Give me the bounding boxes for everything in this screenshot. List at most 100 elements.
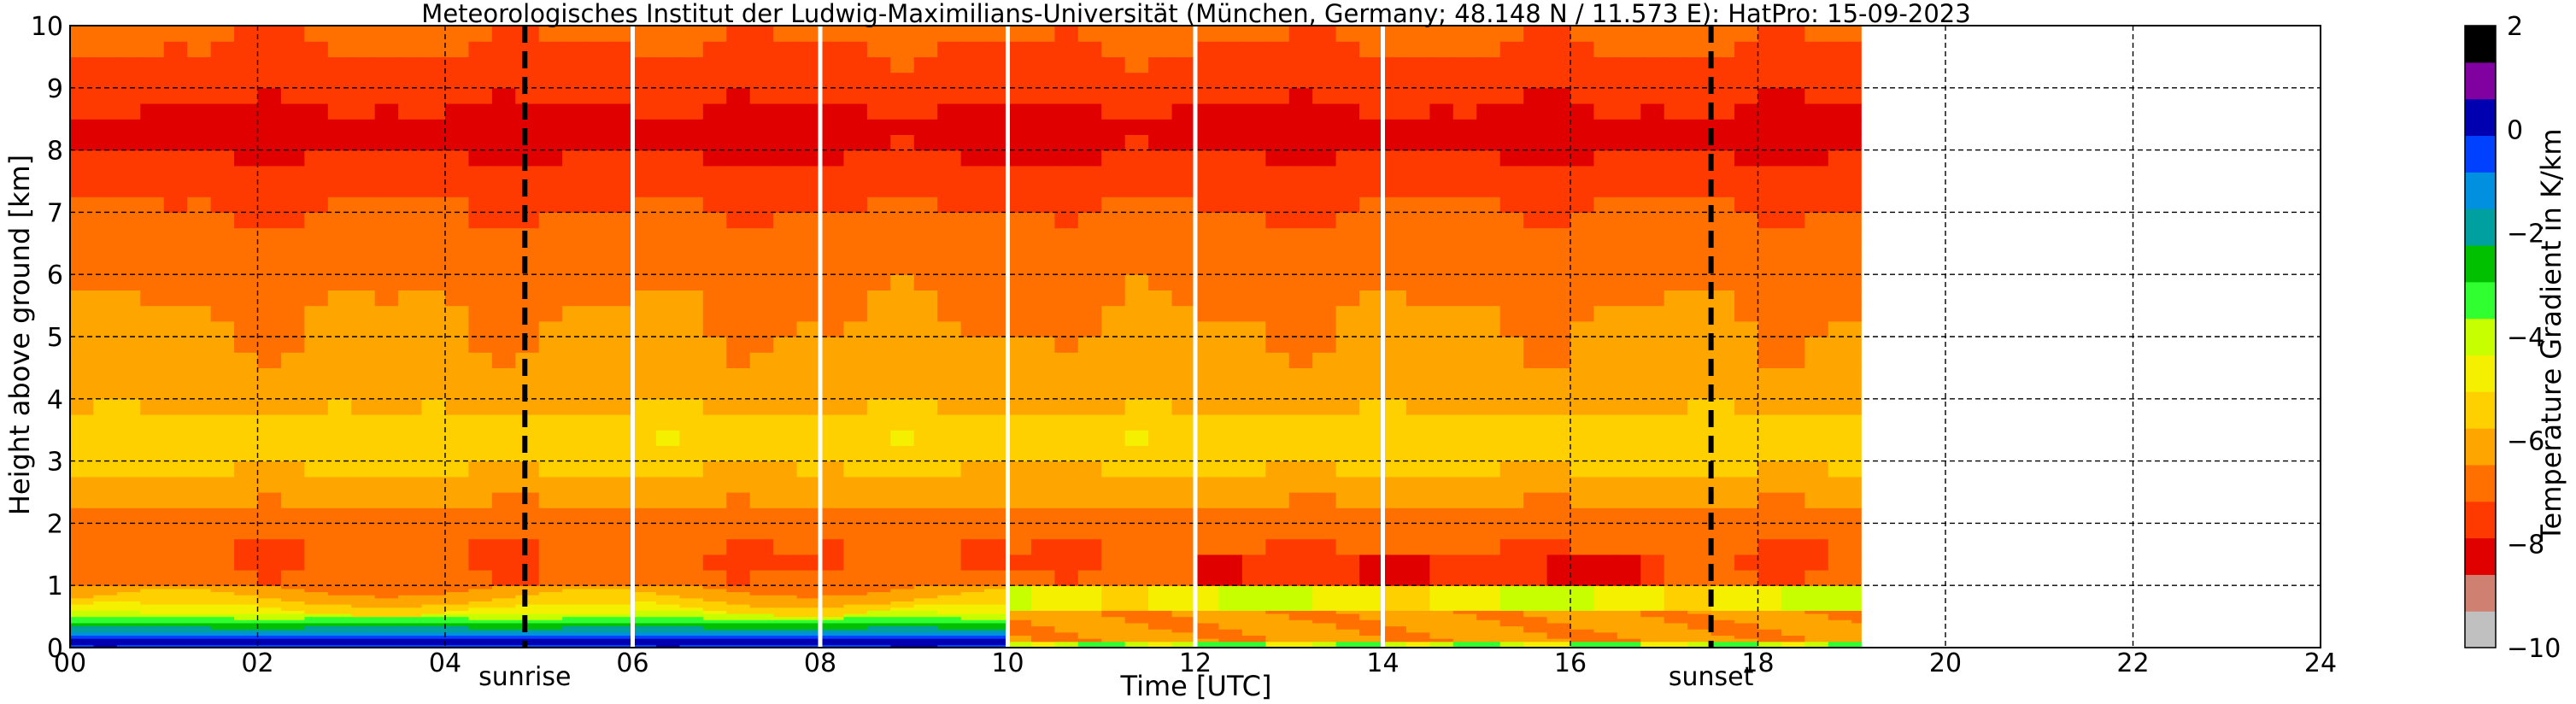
heatmap-cell xyxy=(984,259,1009,275)
heatmap-cell xyxy=(374,398,399,415)
heatmap-cell xyxy=(1054,644,1079,648)
heatmap-cell xyxy=(1101,430,1126,446)
heatmap-cell xyxy=(655,320,680,337)
heatmap-cell xyxy=(1734,41,1759,57)
heatmap-cell xyxy=(1476,56,1501,73)
heatmap-cell xyxy=(351,87,376,104)
heatmap-cell xyxy=(1851,622,1862,627)
heatmap-cell xyxy=(562,616,587,620)
heatmap-cell xyxy=(140,56,165,73)
heatmap-cell xyxy=(1124,103,1149,120)
heatmap-cell xyxy=(1499,383,1524,400)
heatmap-cell xyxy=(679,604,704,608)
heatmap-cell xyxy=(960,119,985,135)
heatmap-cell xyxy=(1476,290,1501,307)
heatmap-cell xyxy=(937,72,962,89)
heatmap-cell xyxy=(1124,150,1149,167)
heatmap-cell xyxy=(702,635,727,639)
heatmap-cell xyxy=(1429,103,1454,120)
heatmap-cell xyxy=(820,150,845,167)
heatmap-cell xyxy=(304,595,329,599)
heatmap-cell xyxy=(913,134,938,151)
heatmap-cell xyxy=(773,570,798,586)
heatmap-cell xyxy=(187,72,212,89)
heatmap-cell xyxy=(70,320,95,337)
heatmap-cell xyxy=(538,554,563,571)
heatmap-cell xyxy=(1429,150,1454,167)
heatmap-cell xyxy=(1195,150,1220,167)
heatmap-cell xyxy=(1382,638,1407,642)
heatmap-cell xyxy=(1171,595,1196,599)
heatmap-cell xyxy=(210,150,235,167)
heatmap-cell xyxy=(585,585,610,590)
heatmap-cell xyxy=(1804,538,1829,555)
heatmap-cell xyxy=(1452,41,1477,57)
heatmap-cell xyxy=(843,635,868,639)
heatmap-cell xyxy=(749,492,774,508)
heatmap-cell xyxy=(726,305,751,322)
heatmap-cell xyxy=(187,103,212,120)
heatmap-cell xyxy=(1218,629,1243,633)
heatmap-cell xyxy=(1288,591,1313,595)
heatmap-cell xyxy=(1570,638,1595,642)
heatmap-cell xyxy=(1359,243,1384,260)
heatmap-cell xyxy=(1054,641,1079,645)
heatmap-cell xyxy=(1218,601,1243,605)
heatmap-cell xyxy=(1405,103,1430,120)
heatmap-cell xyxy=(187,134,212,151)
heatmap-cell xyxy=(773,601,798,605)
heatmap-cell xyxy=(585,644,610,648)
heatmap-cell xyxy=(1546,622,1571,627)
heatmap-cell xyxy=(1452,635,1477,639)
heatmap-cell xyxy=(1781,305,1805,322)
heatmap-cell xyxy=(1218,597,1243,601)
heatmap-cell xyxy=(1218,538,1243,555)
heatmap-cell xyxy=(1124,414,1149,431)
colorbar-swatch xyxy=(2465,135,2496,173)
heatmap-cell xyxy=(1405,367,1430,384)
heatmap-cell xyxy=(1195,616,1220,620)
heatmap-cell xyxy=(1617,616,1641,620)
heatmap-cell xyxy=(1288,274,1313,290)
heatmap-cell xyxy=(679,492,704,508)
heatmap-cell xyxy=(1593,601,1618,605)
y-tick-label: 1 xyxy=(47,572,63,601)
heatmap-cell xyxy=(1617,103,1641,120)
heatmap-cell xyxy=(140,119,165,135)
heatmap-cell xyxy=(1710,305,1735,322)
heatmap-cell xyxy=(1265,227,1290,244)
heatmap-cell xyxy=(1195,259,1220,275)
heatmap-cell xyxy=(1710,619,1735,624)
heatmap-cell xyxy=(1241,134,1266,151)
heatmap-cell xyxy=(1241,622,1266,627)
heatmap-cell xyxy=(210,610,235,614)
heatmap-cell xyxy=(1570,523,1595,540)
heatmap-cell xyxy=(1523,610,1548,614)
heatmap-cell xyxy=(70,103,95,120)
heatmap-cell xyxy=(515,616,540,620)
heatmap-cell xyxy=(1382,197,1407,213)
heatmap-cell xyxy=(773,538,798,555)
heatmap-cell xyxy=(890,625,915,630)
heatmap-cell xyxy=(538,604,563,608)
heatmap-cell xyxy=(890,398,915,415)
heatmap-cell xyxy=(585,445,610,462)
heatmap-cell xyxy=(116,181,141,197)
heatmap-cell xyxy=(1405,259,1430,275)
heatmap-cell xyxy=(1101,476,1126,493)
heatmap-cell xyxy=(1405,134,1430,151)
heatmap-cell xyxy=(609,290,634,307)
colorbar-tick-label: 0 xyxy=(2507,115,2523,145)
heatmap-cell xyxy=(398,227,423,244)
heatmap-cell xyxy=(984,591,1009,595)
heatmap-cell xyxy=(1241,523,1266,540)
heatmap-cell xyxy=(1429,538,1454,555)
heatmap-cell xyxy=(491,476,516,493)
heatmap-cell xyxy=(796,398,821,415)
heatmap-cell xyxy=(468,641,493,645)
heatmap-cell xyxy=(1523,595,1548,599)
heatmap-cell xyxy=(937,604,962,608)
heatmap-cell xyxy=(773,398,798,415)
heatmap-cell xyxy=(187,181,212,197)
